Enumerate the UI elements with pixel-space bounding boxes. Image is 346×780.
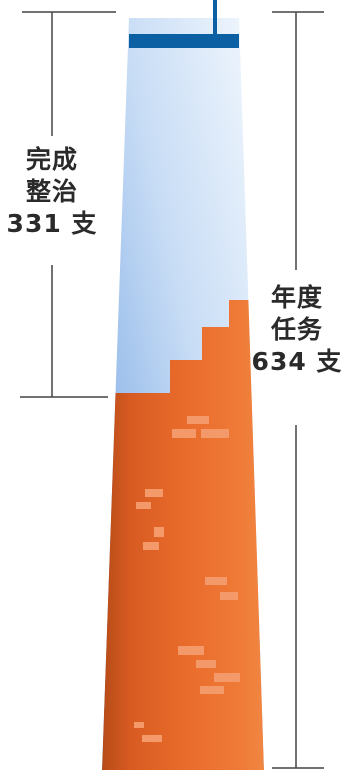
brick: [154, 527, 164, 537]
brick: [172, 429, 196, 438]
brick: [201, 429, 229, 438]
annual-target-label-line2: 任务: [270, 315, 323, 344]
completed-label: 完成 整治 331 支: [0, 144, 104, 240]
left-guides: [20, 11, 116, 398]
chimney-antenna: [213, 0, 217, 34]
completed-label-line2: 整治: [25, 177, 78, 206]
brick: [214, 673, 240, 682]
brick-highlights: [134, 416, 240, 742]
brick: [205, 577, 227, 585]
brick: [220, 592, 238, 600]
completed-label-line1: 完成: [25, 145, 78, 174]
chimney-brick-fill: [102, 300, 264, 770]
brick: [143, 542, 159, 550]
brick: [200, 686, 224, 694]
brick: [136, 502, 151, 509]
completed-label-line3: 331 支: [6, 209, 98, 238]
brick: [187, 416, 209, 424]
brick: [178, 646, 204, 655]
annual-target-label-line1: 年度: [270, 283, 323, 312]
chimney-top-band: [129, 34, 239, 48]
brick: [142, 735, 162, 742]
brick: [196, 660, 216, 668]
right-guides: [272, 11, 324, 769]
brick: [145, 489, 163, 497]
annual-target-label: 年度 任务 634 支: [248, 282, 346, 378]
brick: [134, 722, 144, 728]
annual-target-label-line3: 634 支: [251, 347, 343, 376]
